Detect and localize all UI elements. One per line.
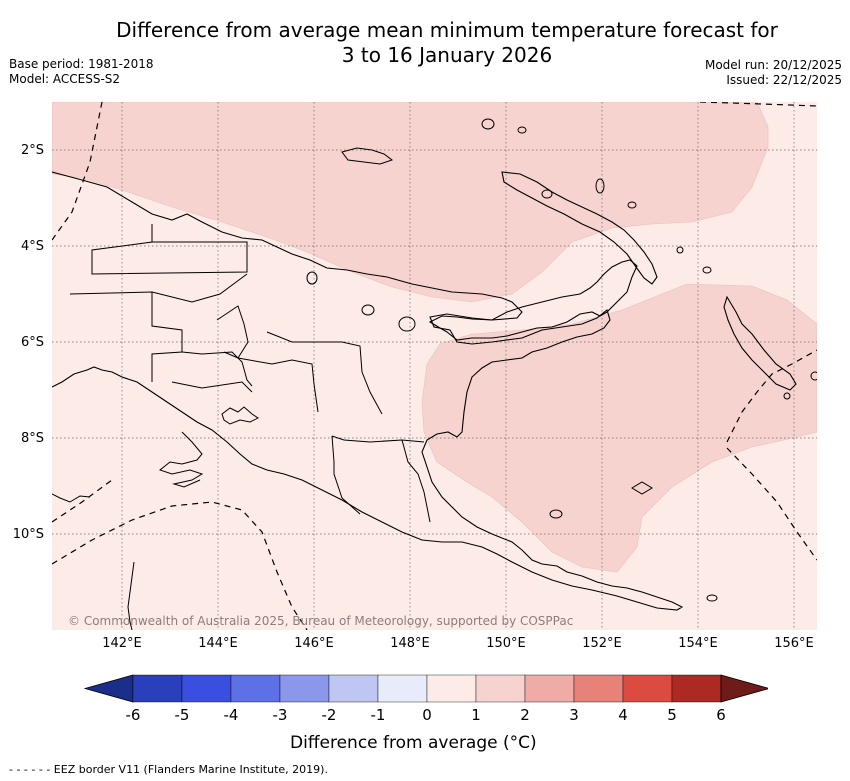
colorbar-segment [622, 674, 673, 703]
longitude-label: 152°E [582, 636, 622, 651]
island-cluster-fly-delta [221, 406, 259, 425]
colorbar-extend-high [720, 674, 771, 703]
colorbar-tick-label: 5 [667, 706, 677, 724]
map-panel [52, 102, 817, 630]
colorbar-tick-label: -5 [174, 706, 190, 724]
colorbar-tick-label: 3 [569, 706, 579, 724]
colorbar-segment [328, 674, 379, 703]
model-run: Model run: 20/12/2025 [704, 58, 842, 72]
colorbar-segment [279, 674, 330, 703]
cape-york-coast [127, 561, 135, 630]
colorbar-tick-label: 4 [618, 706, 628, 724]
western-coast [52, 493, 91, 503]
graticule [52, 102, 817, 630]
latitude-label: 4°S [20, 239, 44, 254]
colorbar-tick-label: -6 [125, 706, 141, 724]
colorbar-tick-label: -2 [321, 706, 337, 724]
meta-left: Base period: 1981-2018 Model: ACCESS-S2 [9, 57, 154, 87]
admin-boundaries [69, 224, 431, 523]
colorbar-segment [181, 674, 232, 703]
new-britain-island [428, 259, 638, 341]
south-coast-estuary [158, 431, 204, 488]
title-line-1: Difference from average mean minimum tem… [116, 18, 778, 42]
new-ireland-island [501, 171, 658, 285]
colorbar-segment [475, 674, 526, 703]
colorbar-tick-label: -3 [272, 706, 288, 724]
longitude-label: 144°E [198, 636, 238, 651]
longitude-label: 156°E [774, 636, 814, 651]
colorbar-tick-label: 1 [471, 706, 481, 724]
colorbar-tick-label: 2 [520, 706, 530, 724]
latitude-label: 2°S [20, 143, 44, 158]
copyright-notice: © Commonwealth of Australia 2025, Bureau… [68, 614, 574, 628]
longitude-label: 154°E [678, 636, 718, 651]
colorbar-segment [132, 674, 183, 703]
colorbar-title: Difference from average (°C) [290, 733, 537, 753]
colorbar-tick-label: 0 [422, 706, 432, 724]
latitude-label: 8°S [20, 431, 44, 446]
latitude-label: 6°S [20, 335, 44, 350]
longitude-label: 146°E [294, 636, 334, 651]
eez-borders [52, 102, 817, 630]
bougainville-island [723, 295, 797, 391]
colorbar-tick-label: -1 [370, 706, 386, 724]
longitude-label: 148°E [390, 636, 430, 651]
colorbar-segment [573, 674, 624, 703]
colorbar-segment [524, 674, 575, 703]
colorbar-segment [377, 674, 428, 703]
colorbar-segment [426, 674, 477, 703]
colorbar [83, 674, 771, 708]
title-line-2: 3 to 16 January 2026 [341, 43, 553, 67]
colorbar-extend-low [83, 674, 134, 703]
colorbar-segment [230, 674, 281, 703]
colorbar-svg [83, 674, 771, 703]
meta-right: Model run: 20/12/2025 Issued: 22/12/2025 [705, 58, 842, 88]
longitude-label: 142°E [102, 636, 142, 651]
model-name: Model: ACCESS-S2 [9, 72, 121, 86]
anomaly-region-south [421, 283, 817, 573]
small-islands [306, 118, 817, 602]
map-svg [52, 102, 817, 630]
issued-date: Issued: 22/12/2025 [726, 73, 842, 87]
latitude-label: 10°S [12, 527, 44, 542]
new-guinea-coastline [52, 171, 684, 611]
base-period: Base period: 1981-2018 [9, 57, 154, 71]
colorbar-tick-label: 6 [716, 706, 726, 724]
map-title: Difference from average mean minimum tem… [0, 18, 850, 68]
eez-legend-footer: - - - - - - EEZ border V11 (Flanders Mar… [9, 763, 328, 776]
colorbar-tick-label: -4 [223, 706, 239, 724]
colorbar-segment [671, 674, 722, 703]
longitude-label: 150°E [486, 636, 526, 651]
